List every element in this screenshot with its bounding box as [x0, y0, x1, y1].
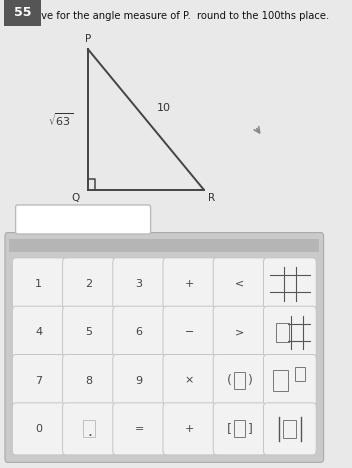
- FancyBboxPatch shape: [4, 0, 41, 26]
- FancyBboxPatch shape: [263, 355, 316, 407]
- Bar: [276, 323, 289, 342]
- Text: 2: 2: [86, 279, 93, 289]
- Text: .: .: [88, 424, 93, 439]
- Text: <: <: [235, 279, 244, 289]
- Text: R: R: [208, 193, 215, 203]
- Text: 1: 1: [35, 279, 42, 289]
- Text: 4: 4: [35, 327, 42, 337]
- FancyBboxPatch shape: [263, 403, 316, 455]
- FancyBboxPatch shape: [12, 306, 65, 358]
- Text: 0: 0: [35, 424, 42, 434]
- FancyBboxPatch shape: [113, 355, 165, 407]
- FancyBboxPatch shape: [12, 403, 65, 455]
- FancyBboxPatch shape: [263, 258, 316, 310]
- FancyBboxPatch shape: [163, 403, 216, 455]
- FancyBboxPatch shape: [113, 403, 165, 455]
- FancyBboxPatch shape: [12, 258, 65, 310]
- Text: +: +: [185, 279, 194, 289]
- FancyBboxPatch shape: [213, 306, 266, 358]
- Bar: [283, 419, 296, 438]
- FancyBboxPatch shape: [15, 205, 151, 234]
- Bar: [83, 420, 95, 437]
- Text: ×: ×: [185, 375, 194, 386]
- Bar: [234, 372, 245, 389]
- Bar: [295, 367, 305, 381]
- Bar: [274, 370, 288, 391]
- FancyBboxPatch shape: [163, 355, 216, 407]
- FancyBboxPatch shape: [213, 258, 266, 310]
- Text: =: =: [134, 424, 144, 434]
- Text: ): ): [248, 374, 253, 387]
- Bar: [9, 239, 319, 252]
- Text: 6: 6: [136, 327, 143, 337]
- Text: Q: Q: [71, 193, 79, 203]
- Text: (: (: [227, 374, 231, 387]
- FancyBboxPatch shape: [63, 403, 115, 455]
- Text: 5: 5: [86, 327, 93, 337]
- FancyBboxPatch shape: [113, 306, 165, 358]
- Text: $\sqrt{63}$: $\sqrt{63}$: [48, 111, 73, 128]
- FancyBboxPatch shape: [113, 258, 165, 310]
- Text: 55: 55: [14, 7, 32, 19]
- FancyBboxPatch shape: [213, 403, 266, 455]
- Text: 9: 9: [136, 375, 143, 386]
- Text: 7: 7: [35, 375, 42, 386]
- Text: −: −: [185, 327, 194, 337]
- Text: 8: 8: [86, 375, 93, 386]
- Text: [: [: [226, 422, 232, 435]
- Text: +: +: [185, 424, 194, 434]
- FancyBboxPatch shape: [163, 258, 216, 310]
- Text: 10: 10: [157, 102, 170, 113]
- FancyBboxPatch shape: [163, 306, 216, 358]
- FancyBboxPatch shape: [263, 306, 316, 358]
- FancyBboxPatch shape: [63, 355, 115, 407]
- FancyBboxPatch shape: [12, 355, 65, 407]
- Text: P: P: [85, 34, 91, 44]
- FancyBboxPatch shape: [213, 355, 266, 407]
- FancyBboxPatch shape: [63, 258, 115, 310]
- Text: Solve for the angle measure of P.  round to the 100ths place.: Solve for the angle measure of P. round …: [26, 11, 329, 22]
- Text: 3: 3: [136, 279, 143, 289]
- Text: >: >: [235, 327, 244, 337]
- FancyBboxPatch shape: [63, 306, 115, 358]
- FancyBboxPatch shape: [5, 233, 323, 462]
- Text: ]: ]: [248, 422, 253, 435]
- Bar: [234, 420, 245, 437]
